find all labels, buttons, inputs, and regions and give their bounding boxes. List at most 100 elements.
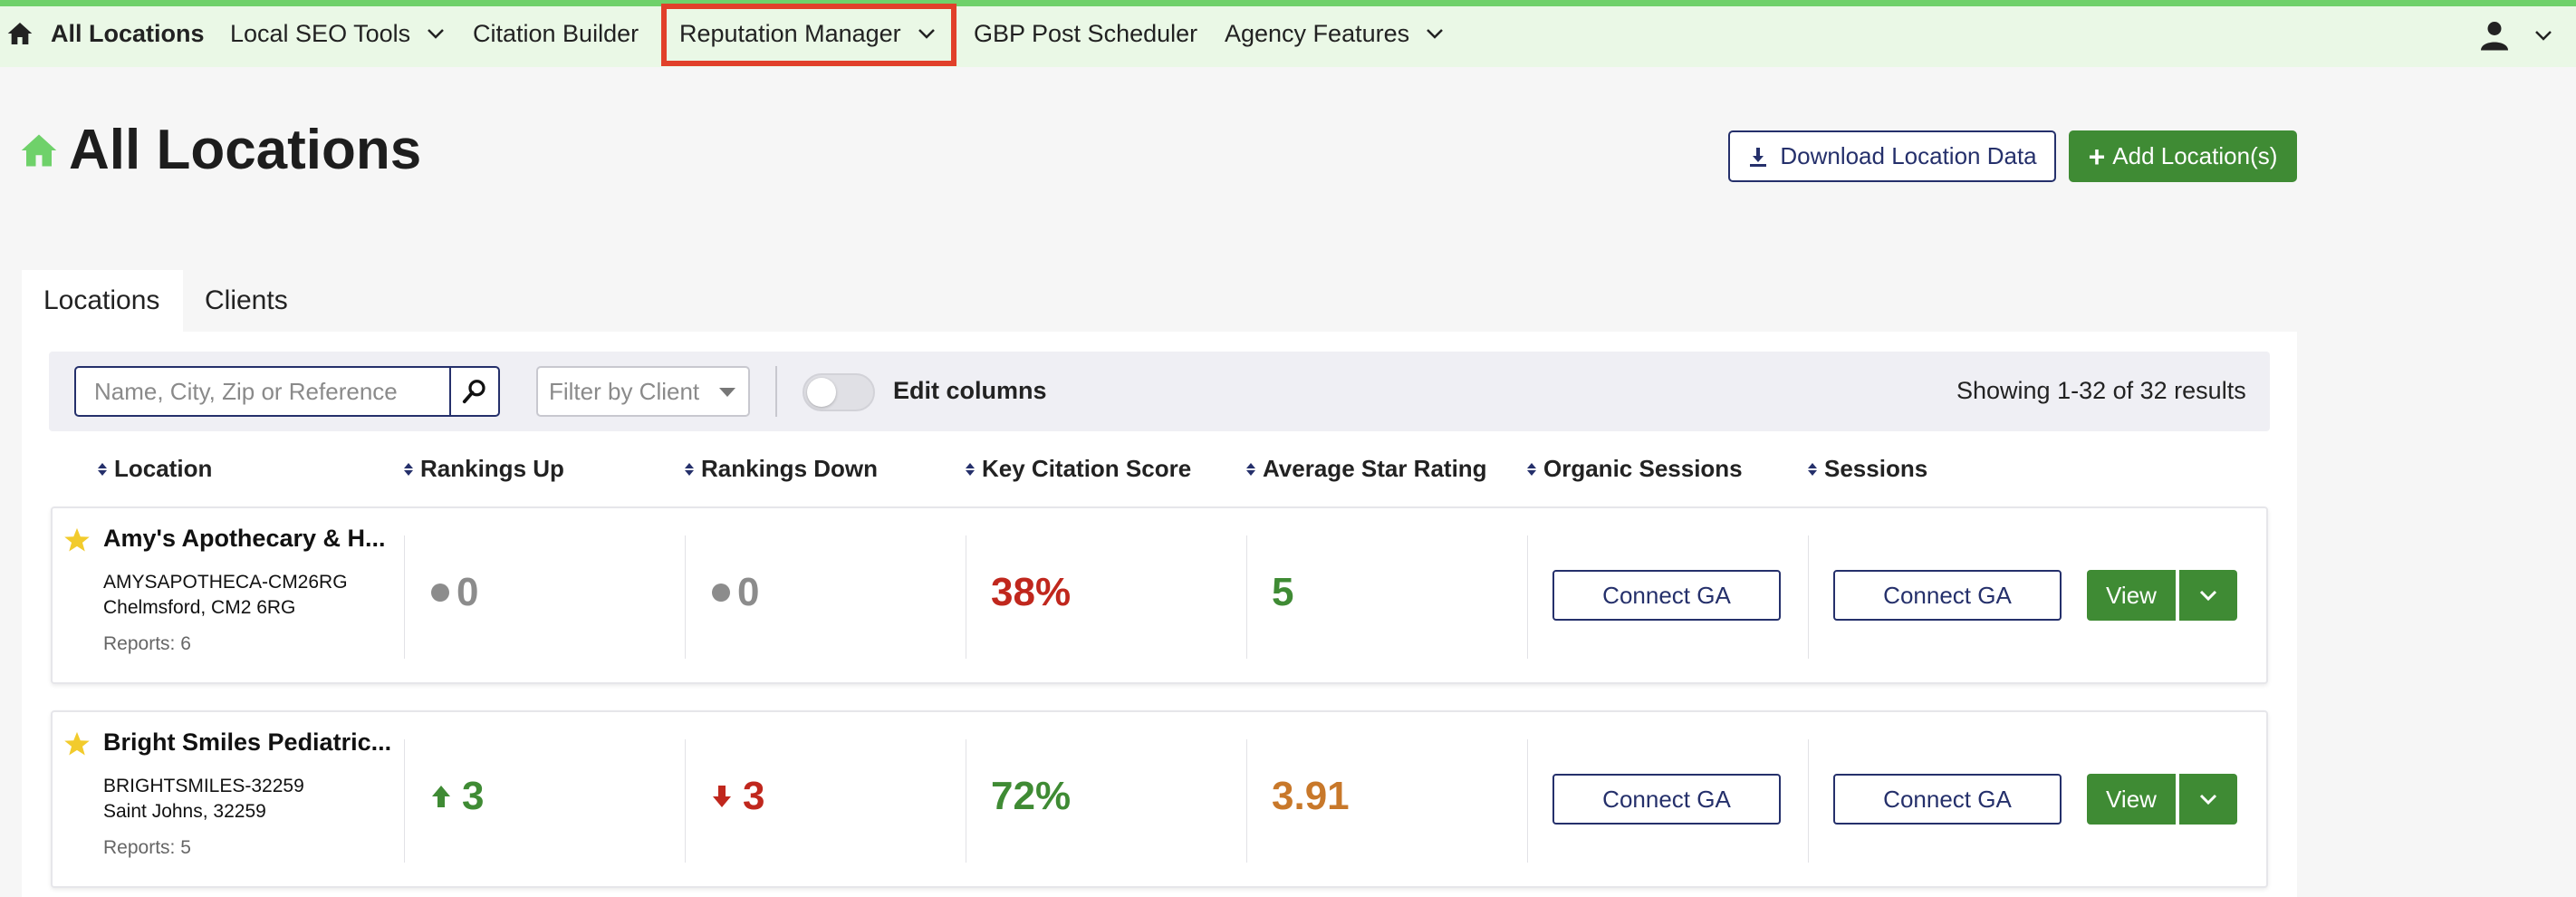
column-label: Sessions bbox=[1824, 455, 1928, 482]
neutral-dot-icon bbox=[712, 584, 730, 602]
page-title-text: All Locations bbox=[69, 119, 422, 181]
location-reports: Reports: 6 bbox=[103, 633, 191, 654]
column-label: Rankings Up bbox=[420, 455, 564, 482]
rankings-down-value: 3 bbox=[712, 774, 764, 819]
chevron-down-icon bbox=[1427, 29, 1443, 39]
location-reference: AMYSAPOTHECA-CM26RG bbox=[103, 572, 348, 593]
rankings-up-number: 0 bbox=[457, 570, 479, 614]
tab-locations[interactable]: Locations bbox=[22, 270, 183, 332]
download-location-data-button[interactable]: Download Location Data bbox=[1728, 130, 2056, 182]
nav-home-label: All Locations bbox=[51, 19, 205, 47]
top-nav-bar bbox=[0, 0, 2576, 67]
edit-columns-toggle[interactable] bbox=[803, 373, 875, 411]
cell-divider bbox=[1527, 535, 1528, 659]
add-label: Add Location(s) bbox=[2112, 142, 2278, 169]
nav-home-link[interactable]: All Locations bbox=[5, 6, 205, 61]
row-actions-dropdown[interactable] bbox=[2179, 570, 2237, 621]
plus-icon: + bbox=[2088, 140, 2106, 173]
add-locations-button[interactable]: + Add Location(s) bbox=[2069, 130, 2297, 182]
cell-divider bbox=[685, 535, 686, 659]
sort-icon bbox=[1527, 462, 1536, 476]
edit-columns-label: Edit columns bbox=[893, 377, 1047, 404]
nav-gbp-post-scheduler[interactable]: GBP Post Scheduler bbox=[974, 6, 1197, 61]
sort-icon bbox=[1808, 462, 1817, 476]
nav-label: Agency Features bbox=[1225, 19, 1410, 47]
rankings-down-number: 3 bbox=[743, 774, 765, 818]
connect-ga-organic-button[interactable]: Connect GA bbox=[1552, 774, 1781, 825]
location-name-link[interactable]: Bright Smiles Pediatric... bbox=[103, 728, 392, 756]
chevron-down-icon bbox=[2199, 590, 2217, 602]
location-city: Chelmsford, CM2 6RG bbox=[103, 597, 296, 618]
key-citation-score: 72% bbox=[991, 774, 1072, 818]
cell-divider bbox=[1808, 739, 1809, 863]
cell-divider bbox=[404, 739, 405, 863]
nav-label: Citation Builder bbox=[473, 19, 639, 47]
search-icon bbox=[462, 380, 485, 404]
divider bbox=[775, 366, 777, 417]
nav-reputation-manager[interactable]: Reputation Manager bbox=[679, 6, 937, 61]
search-button[interactable] bbox=[449, 366, 500, 417]
user-menu[interactable] bbox=[2478, 18, 2554, 53]
location-name-link[interactable]: Amy's Apothecary & H... bbox=[103, 525, 386, 552]
star-icon[interactable] bbox=[63, 526, 91, 554]
cell-divider bbox=[404, 535, 405, 659]
neutral-dot-icon bbox=[431, 584, 449, 602]
view-button[interactable]: View bbox=[2087, 570, 2176, 621]
column-header-sessions[interactable]: Sessions bbox=[1808, 455, 1927, 483]
column-label: Key Citation Score bbox=[982, 455, 1192, 482]
column-header-location[interactable]: Location bbox=[98, 455, 212, 483]
view-button[interactable]: View bbox=[2087, 774, 2176, 825]
arrow-down-icon bbox=[713, 786, 731, 807]
tab-label: Clients bbox=[205, 285, 288, 315]
sort-icon bbox=[98, 462, 107, 476]
sort-icon bbox=[685, 462, 694, 476]
chevron-down-icon bbox=[918, 29, 935, 39]
tab-label: Locations bbox=[43, 285, 160, 315]
tab-clients[interactable]: Clients bbox=[183, 270, 310, 332]
sort-icon bbox=[404, 462, 413, 476]
user-icon bbox=[2481, 22, 2508, 51]
nav-agency-features[interactable]: Agency Features bbox=[1225, 6, 1446, 61]
cell-divider bbox=[1246, 535, 1247, 659]
connect-ga-sessions-button[interactable]: Connect GA bbox=[1833, 570, 2062, 621]
location-reports: Reports: 5 bbox=[103, 837, 191, 858]
caret-down-icon bbox=[719, 388, 735, 397]
cell-divider bbox=[1527, 739, 1528, 863]
table-row: Amy's Apothecary & H... AMYSAPOTHECA-CM2… bbox=[51, 506, 2268, 684]
nav-label: Reputation Manager bbox=[679, 19, 901, 47]
column-header-rankings-up[interactable]: Rankings Up bbox=[404, 455, 564, 483]
rankings-up-value: 3 bbox=[431, 774, 484, 819]
cell-divider bbox=[685, 739, 686, 863]
download-label: Download Location Data bbox=[1780, 142, 2037, 169]
client-select-placeholder: Filter by Client bbox=[549, 377, 700, 405]
column-header-organic-sessions[interactable]: Organic Sessions bbox=[1527, 455, 1743, 483]
chevron-down-icon bbox=[2535, 31, 2552, 41]
search-input[interactable] bbox=[74, 366, 451, 417]
location-reference: BRIGHTSMILES-32259 bbox=[103, 776, 304, 796]
table-row: Bright Smiles Pediatric... BRIGHTSMILES-… bbox=[51, 710, 2268, 888]
download-icon bbox=[1750, 147, 1767, 167]
star-icon[interactable] bbox=[63, 730, 91, 757]
home-icon bbox=[7, 23, 33, 44]
column-header-key-citation-score[interactable]: Key Citation Score bbox=[966, 455, 1191, 483]
average-star-rating: 5 bbox=[1272, 570, 1294, 614]
rankings-down-value: 0 bbox=[712, 570, 759, 615]
row-actions-dropdown[interactable] bbox=[2179, 774, 2237, 825]
column-header-rankings-down[interactable]: Rankings Down bbox=[685, 455, 878, 483]
column-header-average-star-rating[interactable]: Average Star Rating bbox=[1246, 455, 1487, 483]
connect-ga-organic-button[interactable]: Connect GA bbox=[1552, 570, 1781, 621]
nav-label: Local SEO Tools bbox=[230, 19, 411, 47]
connect-ga-sessions-button[interactable]: Connect GA bbox=[1833, 774, 2062, 825]
column-label: Average Star Rating bbox=[1263, 455, 1487, 482]
nav-citation-builder[interactable]: Citation Builder bbox=[473, 6, 639, 61]
filter-by-client-select[interactable]: Filter by Client bbox=[536, 366, 750, 417]
column-label: Organic Sessions bbox=[1543, 455, 1743, 482]
cell-divider bbox=[1246, 739, 1247, 863]
column-label: Rankings Down bbox=[701, 455, 879, 482]
rankings-up-value: 0 bbox=[431, 570, 478, 615]
nav-local-seo-tools[interactable]: Local SEO Tools bbox=[230, 6, 447, 61]
cell-divider bbox=[1808, 535, 1809, 659]
home-icon bbox=[21, 134, 57, 166]
nav-label: GBP Post Scheduler bbox=[974, 19, 1198, 47]
sort-icon bbox=[1246, 462, 1255, 476]
